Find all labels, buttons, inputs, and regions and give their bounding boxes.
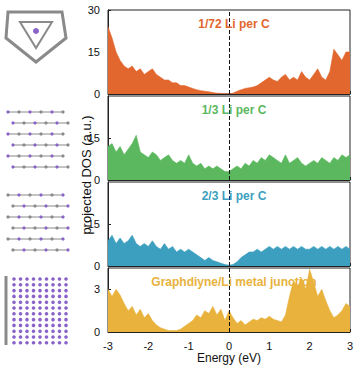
- svg-text:15: 15: [88, 218, 100, 230]
- svg-text:1: 1: [266, 340, 272, 352]
- svg-text:0: 0: [94, 260, 100, 272]
- svg-text:-3: -3: [103, 340, 113, 352]
- svg-text:0: 0: [94, 174, 100, 186]
- svg-text:-2: -2: [143, 340, 153, 352]
- svg-text:0: 0: [226, 340, 232, 352]
- svg-text:2: 2: [307, 340, 313, 352]
- svg-text:2/3 Li per C: 2/3 Li per C: [202, 189, 267, 203]
- svg-text:3: 3: [94, 283, 100, 295]
- svg-text:1/72 Li per C: 1/72 Li per C: [198, 17, 270, 31]
- svg-text:30: 30: [88, 4, 100, 16]
- svg-text:1/3 Li per C: 1/3 Li per C: [202, 103, 267, 117]
- svg-text:Energy (eV): Energy (eV): [197, 351, 261, 365]
- svg-text:15: 15: [88, 132, 100, 144]
- svg-text:3: 3: [347, 340, 353, 352]
- svg-text:15: 15: [88, 46, 100, 58]
- svg-text:0: 0: [94, 88, 100, 100]
- svg-text:Graphdiyne/Li metal junction: Graphdiyne/Li metal junction: [151, 275, 316, 289]
- svg-text:-1: -1: [184, 340, 194, 352]
- svg-text:projected DOS (a.u.): projected DOS (a.u.): [78, 115, 94, 235]
- svg-text:0: 0: [94, 326, 100, 338]
